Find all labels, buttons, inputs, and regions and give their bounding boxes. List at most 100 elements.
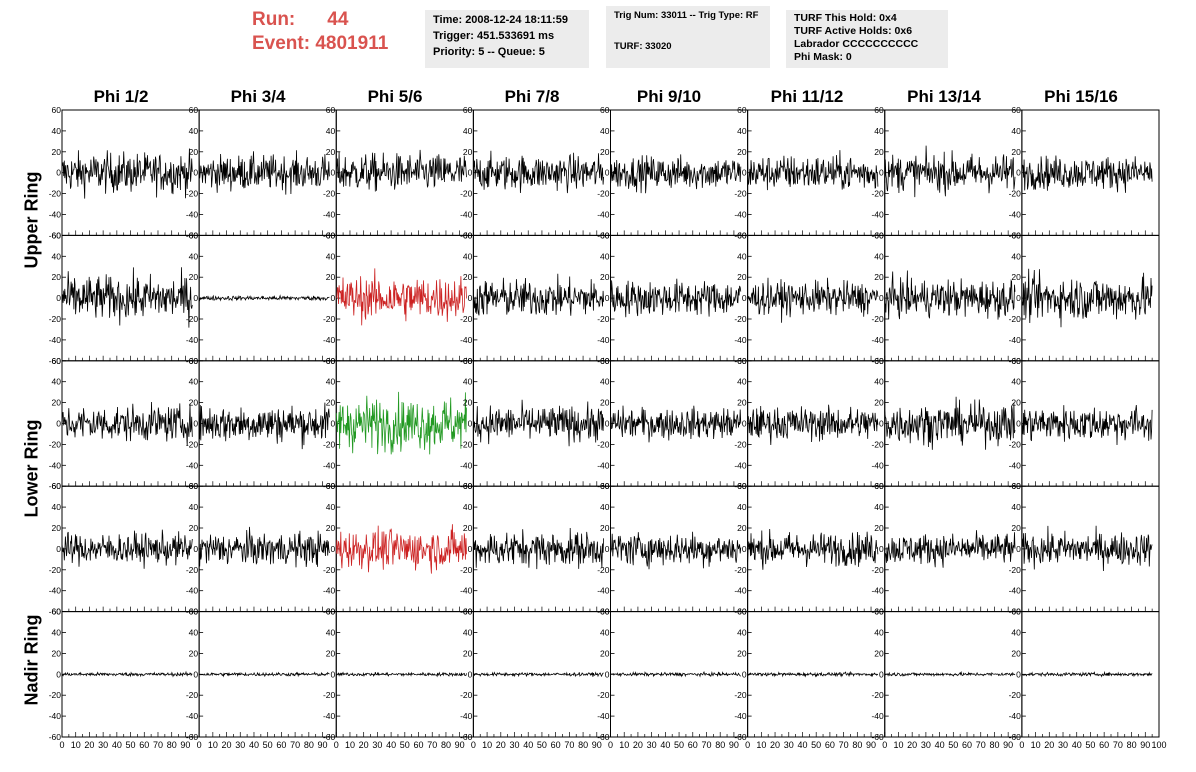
y-tick-label: 0 — [879, 168, 884, 178]
y-tick-label: 40 — [737, 251, 747, 261]
y-tick-label: -60 — [186, 732, 199, 742]
y-tick-label: -40 — [49, 335, 62, 345]
y-tick-label: -40 — [871, 210, 884, 220]
y-tick-label: 20 — [52, 272, 62, 282]
x-tick-label: 50 — [674, 740, 684, 750]
y-tick-label: 0 — [468, 168, 473, 178]
y-tick-label: -40 — [734, 335, 747, 345]
y-tick-label: 60 — [737, 230, 747, 240]
x-tick-label: 0 — [471, 740, 476, 750]
y-tick-label: 40 — [600, 377, 610, 387]
y-tick-label: -20 — [597, 565, 610, 575]
x-tick-label: 20 — [359, 740, 369, 750]
y-tick-label: 40 — [737, 377, 747, 387]
y-tick-label: 40 — [600, 628, 610, 638]
waveform-line — [61, 401, 193, 446]
column-header: Phi 11/12 — [770, 87, 844, 106]
y-tick-label: 0 — [742, 293, 747, 303]
run-row: Run: 44 — [252, 8, 388, 32]
y-tick-label: 60 — [189, 607, 199, 617]
waveform-line — [198, 402, 330, 450]
y-tick-label: -20 — [734, 189, 747, 199]
waveform-line — [747, 404, 879, 446]
y-tick-label: -20 — [49, 314, 62, 324]
y-tick-label: 0 — [879, 293, 884, 303]
y-tick-label: 40 — [326, 251, 336, 261]
column-header: Phi 3/4 — [230, 87, 286, 106]
y-tick-label: -20 — [734, 690, 747, 700]
y-tick-label: 60 — [326, 230, 336, 240]
y-tick-label: 0 — [879, 419, 884, 429]
y-tick-label: 60 — [1011, 105, 1021, 115]
y-tick-label: -40 — [871, 711, 884, 721]
y-tick-label: -20 — [186, 439, 199, 449]
y-tick-label: -20 — [1009, 690, 1022, 700]
x-tick-label: 40 — [1072, 740, 1082, 750]
y-tick-label: 60 — [600, 481, 610, 491]
y-tick-label: -40 — [460, 711, 473, 721]
y-tick-label: 0 — [193, 419, 198, 429]
x-tick-label: 50 — [537, 740, 547, 750]
y-tick-label: -20 — [323, 189, 336, 199]
waveform-line — [884, 670, 1016, 678]
y-tick-label: 40 — [874, 502, 884, 512]
y-tick-label: 20 — [600, 648, 610, 658]
y-tick-label: 40 — [874, 628, 884, 638]
y-tick-label: -60 — [597, 732, 610, 742]
x-tick-label: 20 — [222, 740, 232, 750]
y-tick-label: 0 — [56, 544, 61, 554]
y-tick-label: -40 — [186, 460, 199, 470]
y-tick-label: 40 — [189, 126, 199, 136]
y-tick-label: 0 — [468, 544, 473, 554]
y-tick-label: 0 — [468, 419, 473, 429]
y-tick-label: 60 — [737, 607, 747, 617]
y-tick-label: 60 — [1011, 230, 1021, 240]
y-tick-label: 60 — [1011, 607, 1021, 617]
y-tick-label: -20 — [460, 690, 473, 700]
y-tick-label: 60 — [52, 230, 62, 240]
y-tick-label: 20 — [874, 648, 884, 658]
y-tick-label: 20 — [463, 648, 473, 658]
y-tick-label: 40 — [737, 502, 747, 512]
x-tick-label: 10 — [208, 740, 218, 750]
x-tick-label: 10 — [71, 740, 81, 750]
y-tick-label: -40 — [323, 711, 336, 721]
waveform-line — [610, 278, 742, 318]
x-tick-label: 10 — [756, 740, 766, 750]
y-tick-label: 20 — [326, 648, 336, 658]
y-tick-label: 60 — [52, 105, 62, 115]
y-tick-label: -40 — [460, 210, 473, 220]
x-tick-label: 80 — [989, 740, 999, 750]
y-tick-label: 60 — [600, 607, 610, 617]
y-tick-label: -40 — [49, 210, 62, 220]
y-tick-label: 60 — [600, 230, 610, 240]
y-tick-label: -20 — [49, 189, 62, 199]
y-tick-label: 0 — [331, 669, 336, 679]
waveform-line — [747, 528, 879, 570]
x-tick-label: 20 — [907, 740, 917, 750]
waveform-line — [335, 391, 467, 455]
turf-info-box: TURF This Hold: 0x4 TURF Active Holds: 0… — [786, 10, 948, 68]
x-tick-label: 70 — [290, 740, 300, 750]
x-tick-label: 90 — [592, 740, 602, 750]
x-tick-label: 80 — [578, 740, 588, 750]
y-tick-label: 20 — [737, 272, 747, 282]
x-tick-label: 50 — [126, 740, 136, 750]
y-tick-label: 0 — [605, 293, 610, 303]
y-tick-label: 0 — [742, 669, 747, 679]
x-tick-label: 80 — [304, 740, 314, 750]
y-tick-label: -20 — [597, 314, 610, 324]
y-tick-label: -40 — [597, 335, 610, 345]
y-tick-label: 60 — [189, 230, 199, 240]
y-tick-label: 0 — [468, 669, 473, 679]
x-tick-label: 60 — [688, 740, 698, 750]
waveform-line — [1021, 670, 1153, 678]
x-tick-label: 90 — [1003, 740, 1013, 750]
y-tick-label: 20 — [52, 147, 62, 157]
y-tick-label: -60 — [49, 230, 62, 240]
y-tick-label: 20 — [463, 147, 473, 157]
y-tick-label: 40 — [463, 126, 473, 136]
x-tick-label: 60 — [825, 740, 835, 750]
y-tick-label: 20 — [463, 272, 473, 282]
waveform-line — [61, 267, 193, 328]
